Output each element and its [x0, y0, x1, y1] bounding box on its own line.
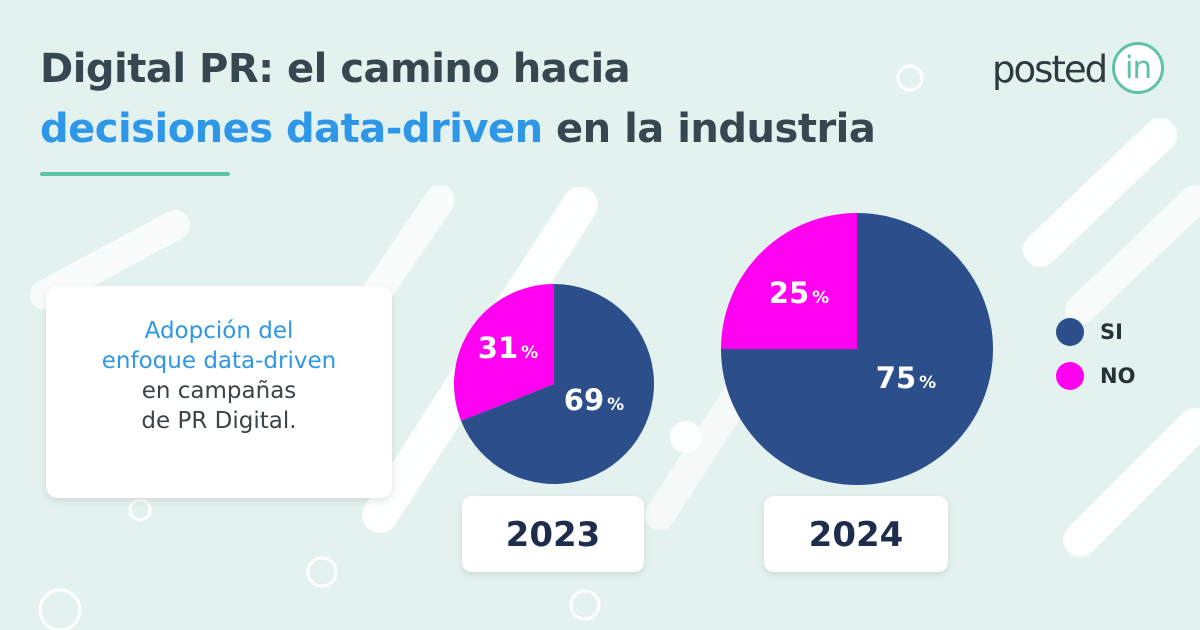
title-line-1: Digital PR: el camino hacia [40, 46, 631, 92]
pie-2023-label-no: 31% [478, 331, 538, 365]
logo-wordmark: posted [992, 48, 1108, 91]
description-line-3: en campañas [141, 378, 297, 404]
year-label-2023: 2023 [505, 515, 601, 555]
legend-dot-si [1056, 318, 1084, 346]
legend-label-no: NO [1100, 364, 1136, 388]
postedin-logo: posted in [992, 40, 1168, 98]
description-line-2: enfoque data-driven [101, 348, 337, 374]
year-card-2023: 2023 [462, 496, 644, 572]
pie-2023-slice-si [461, 284, 654, 484]
legend-label-si: SI [1100, 320, 1123, 344]
pie-2023-label-si: 69% [564, 383, 624, 417]
year-label-2024: 2024 [808, 515, 904, 555]
description-card: Adopción del enfoque data-driven en camp… [46, 286, 392, 498]
title-line-2: decisiones data-driven en la industria [40, 106, 876, 152]
title-rest: en la industria [542, 106, 876, 152]
pie-2024-label-si: 75% [876, 361, 936, 395]
pie-2023-slice-no [453, 283, 554, 421]
logo-badge-text: in [1124, 50, 1152, 86]
logo-badge: in [1112, 42, 1164, 94]
description-line-1: Adopción del [144, 318, 294, 344]
description-line-4: de PR Digital. [141, 408, 297, 434]
title-underline [40, 172, 230, 176]
legend-dot-no [1056, 362, 1084, 390]
year-card-2024: 2024 [764, 496, 948, 572]
title-highlight: decisiones data-driven [40, 106, 543, 152]
pie-2024-label-no: 25% [769, 276, 829, 310]
pie-2024-slice-no [721, 213, 857, 349]
